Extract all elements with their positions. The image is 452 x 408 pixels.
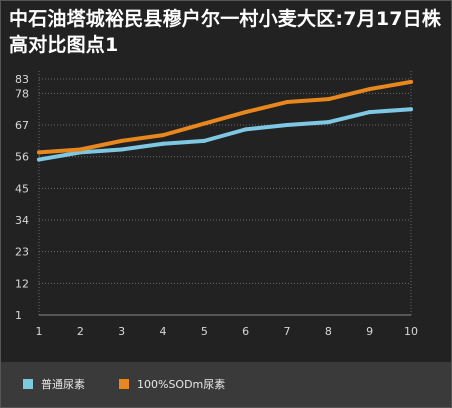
data-point-series-2 xyxy=(37,150,41,155)
x-tick-label: 4 xyxy=(160,325,167,338)
x-tick-label: 7 xyxy=(284,325,291,338)
x-tick-label: 2 xyxy=(77,325,84,338)
legend-swatch-series-2 xyxy=(119,379,129,389)
y-tick-label: 78 xyxy=(15,87,29,100)
legend-item-series-1[interactable]: 普通尿素 xyxy=(23,374,85,394)
data-point-series-2 xyxy=(367,87,372,92)
x-tick-label: 9 xyxy=(366,325,373,338)
data-point-series-1 xyxy=(119,147,124,152)
y-tick-label: 83 xyxy=(15,73,29,86)
y-tick-label: 23 xyxy=(15,246,29,259)
data-point-series-1 xyxy=(285,123,289,128)
chart-title: 中石油塔城裕民县穆户尔一村小麦大区:7月17日株高对比图点1 xyxy=(9,8,442,56)
data-point-series-2 xyxy=(119,138,124,143)
data-point-series-1 xyxy=(37,157,41,162)
y-tick-label: 34 xyxy=(15,214,29,227)
legend-swatch-series-1 xyxy=(23,379,33,389)
x-tick-label: 10 xyxy=(404,325,418,338)
y-tick-label: 45 xyxy=(15,182,29,195)
data-point-series-2 xyxy=(409,79,413,84)
x-tick-label: 5 xyxy=(201,325,208,338)
data-point-series-1 xyxy=(202,138,207,143)
legend: 普通尿素 100%SODm尿素 xyxy=(1,362,451,407)
data-point-series-2 xyxy=(78,147,83,152)
series-line-2 xyxy=(37,79,413,155)
data-point-series-2 xyxy=(243,110,248,115)
x-tick-label: 1 xyxy=(36,325,43,338)
y-tick-label: 56 xyxy=(15,151,29,164)
data-point-series-2 xyxy=(161,133,165,138)
data-point-series-1 xyxy=(367,110,372,115)
data-point-series-1 xyxy=(409,107,413,112)
data-point-series-2 xyxy=(326,97,331,102)
legend-item-series-2[interactable]: 100%SODm尿素 xyxy=(119,374,225,394)
y-tick-label: 67 xyxy=(15,119,29,132)
data-point-series-2 xyxy=(285,100,289,105)
y-tick-label: 1 xyxy=(15,309,22,322)
data-point-series-1 xyxy=(243,127,248,132)
data-point-series-2 xyxy=(202,121,207,126)
data-point-series-1 xyxy=(326,120,331,125)
x-tick-label: 3 xyxy=(118,325,125,338)
legend-label-series-2: 100%SODm尿素 xyxy=(137,378,226,391)
x-tick-label: 8 xyxy=(325,325,332,338)
x-tick-label: 6 xyxy=(242,325,249,338)
data-point-series-1 xyxy=(161,141,165,146)
y-tick-label: 12 xyxy=(15,277,29,290)
legend-label-series-1: 普通尿素 xyxy=(41,378,85,391)
series-line-1 xyxy=(37,107,413,162)
